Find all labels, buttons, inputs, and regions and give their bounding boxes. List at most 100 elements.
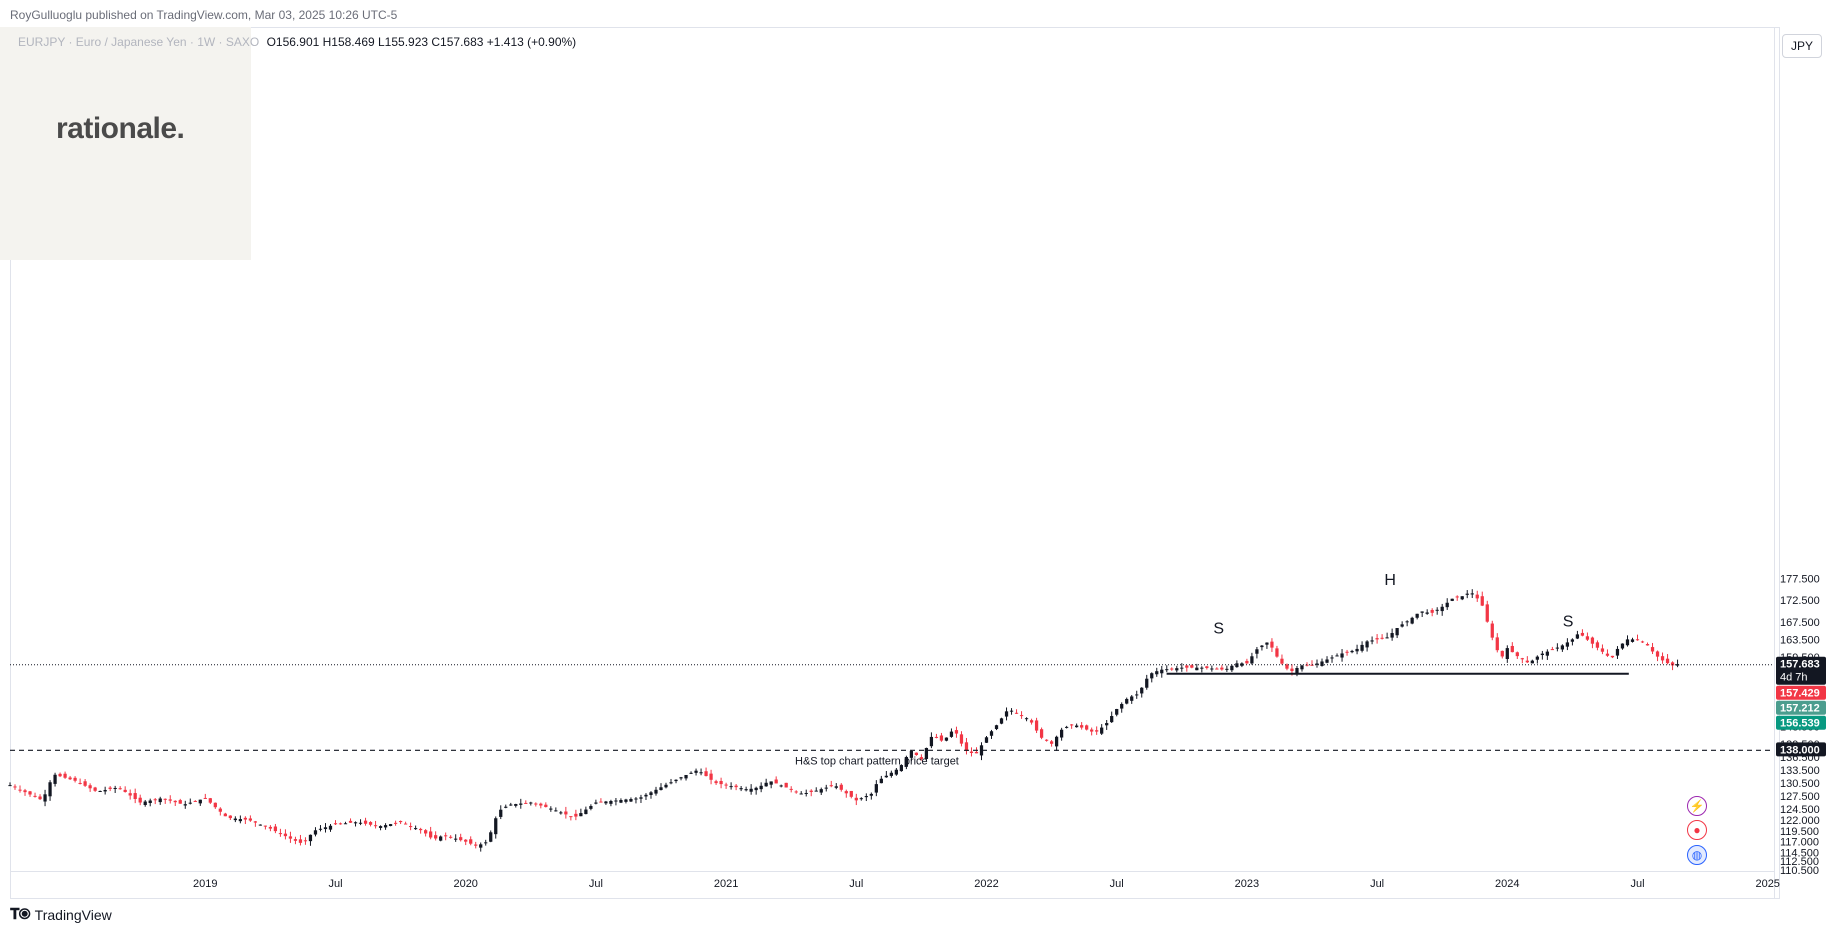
candle-body	[1665, 658, 1670, 664]
currency-button[interactable]: JPY	[1782, 34, 1822, 58]
candle-body	[789, 788, 793, 790]
candle-body	[1520, 658, 1524, 660]
candle-body	[1355, 648, 1359, 652]
candle-body	[1635, 639, 1640, 641]
candle-body	[1375, 638, 1379, 640]
candle-body	[73, 777, 77, 781]
candle-body	[1039, 729, 1044, 738]
candle-body	[674, 779, 678, 782]
x-tick-label: 2025	[1755, 878, 1779, 890]
symbol-title[interactable]: EURJPY · Euro / Japanese Yen · 1W · SAXO	[18, 35, 260, 49]
symbol-legend[interactable]: EURJPY · Euro / Japanese Yen · 1W · SAXO…	[18, 35, 576, 49]
candle-body	[1095, 730, 1099, 732]
candle-body	[654, 789, 658, 794]
y-tick-label: 110.500	[1780, 865, 1819, 877]
candle-body	[1335, 655, 1339, 657]
candle-body	[694, 770, 698, 773]
candle-body	[444, 835, 448, 837]
candle-body	[1320, 661, 1324, 666]
candle-body	[113, 787, 117, 789]
candle-body	[944, 737, 949, 741]
candle-body	[649, 792, 653, 796]
candle-body	[1470, 593, 1474, 595]
candle-body	[63, 773, 67, 778]
candle-body	[1395, 628, 1399, 636]
candle-body	[108, 787, 112, 789]
candle-body	[1195, 667, 1199, 671]
candle-body	[53, 774, 57, 784]
price-label-tag	[1776, 742, 1826, 757]
candle-body	[1435, 609, 1439, 611]
candle-body	[1230, 665, 1234, 671]
candle-body	[18, 789, 22, 791]
candle-body	[989, 731, 994, 736]
candle-body	[1615, 648, 1620, 656]
candle-body	[1325, 659, 1329, 663]
record-icon[interactable]: ●	[1687, 820, 1707, 840]
candle-body	[1215, 668, 1219, 670]
candle-body	[1285, 664, 1289, 669]
candle-body	[28, 791, 32, 795]
candle-body	[489, 832, 493, 842]
candle-body	[203, 797, 207, 799]
candle-body	[999, 718, 1004, 724]
candle-body	[1310, 664, 1314, 666]
x-tick-label: Jul	[849, 878, 863, 890]
candle-body	[1400, 624, 1404, 627]
candle-body	[1240, 663, 1244, 666]
candle-body	[1495, 637, 1499, 651]
candle-body	[469, 839, 473, 844]
candle-body	[614, 800, 618, 802]
candle-body	[173, 800, 177, 803]
candle-body	[529, 802, 533, 804]
candle-body	[834, 786, 838, 788]
candle-body	[1009, 710, 1014, 712]
candle-body	[1024, 718, 1029, 720]
candle-body	[158, 798, 162, 803]
candle-body	[1165, 669, 1169, 671]
candle-body	[774, 779, 778, 784]
candle-body	[388, 824, 393, 826]
candle-body	[1210, 668, 1214, 670]
candle-body	[1180, 667, 1184, 669]
candle-body	[1280, 658, 1284, 664]
candle-body	[564, 811, 568, 815]
candle-body	[1350, 650, 1354, 653]
candle-body	[629, 799, 633, 802]
x-tick-label: Jul	[589, 878, 603, 890]
candle-body	[338, 823, 343, 825]
pattern-label-s: S	[1563, 613, 1574, 630]
candle-body	[1250, 656, 1254, 664]
price-label-text: 157.429	[1780, 688, 1820, 700]
candle-body	[1515, 652, 1519, 657]
candle-body	[659, 787, 663, 791]
candle-body	[854, 797, 858, 801]
candle-body	[1145, 678, 1149, 688]
candle-body	[323, 827, 328, 830]
y-tick-label: 114.500	[1780, 848, 1819, 860]
candle-body	[689, 772, 693, 774]
globe-icon[interactable]: ◍	[1687, 845, 1707, 865]
candle-body	[464, 839, 468, 842]
candle-body	[984, 737, 989, 743]
candle-body	[163, 798, 167, 800]
candle-body	[1150, 673, 1154, 679]
candle-body	[208, 798, 212, 803]
candle-body	[684, 774, 688, 779]
candle-body	[474, 844, 478, 846]
candle-body	[58, 773, 62, 777]
footer[interactable]: 𝐓⦿ TradingView	[10, 906, 112, 923]
candle-body	[599, 801, 603, 803]
candle-body	[424, 830, 428, 834]
candle-body	[1185, 665, 1189, 668]
lightning-icon[interactable]: ⚡	[1687, 796, 1707, 816]
candle-body	[724, 784, 728, 786]
candle-body	[1044, 739, 1049, 741]
candle-body	[1290, 668, 1294, 672]
candle-body	[223, 813, 227, 817]
candle-body	[864, 796, 868, 798]
candle-body	[454, 838, 458, 840]
candle-body	[709, 773, 713, 780]
candle-body	[1110, 716, 1114, 723]
